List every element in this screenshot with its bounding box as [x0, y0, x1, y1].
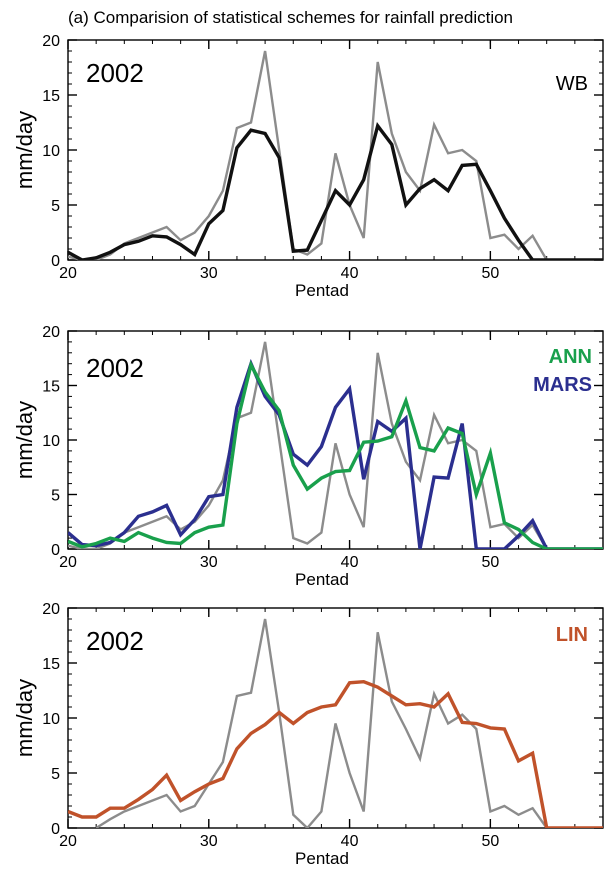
y-tick-label: 5 — [51, 488, 60, 505]
x-tick-label: 40 — [341, 265, 359, 282]
x-tick-label: 20 — [59, 554, 77, 571]
y-tick-label: 10 — [42, 711, 60, 728]
x-tick-label: 30 — [200, 833, 218, 850]
y-tick-label: 0 — [51, 821, 60, 838]
legend-ann: ANN — [549, 346, 592, 368]
year-label: 2002 — [86, 353, 144, 383]
y-tick-label: 20 — [42, 33, 60, 50]
series-line-observed — [68, 341, 548, 549]
panel-wb: 20 30 40 50 0 5 10 15 20 Pentad mm/day 2002 WB — [12, 33, 604, 300]
x-tick-label: 50 — [481, 265, 499, 282]
series-line-observed — [68, 50, 548, 260]
x-tick-label: 40 — [341, 833, 359, 850]
y-tick-label: 5 — [51, 766, 60, 783]
y-tick-label: 15 — [42, 656, 60, 673]
series-line-mars — [68, 358, 603, 549]
y-tick-label: 5 — [51, 198, 60, 215]
x-tick-label: 50 — [481, 554, 499, 571]
x-tick-label: 20 — [59, 833, 77, 850]
y-tick-label: 10 — [42, 143, 60, 160]
series-line-wb — [68, 121, 603, 260]
y-tick-label: 0 — [51, 253, 60, 270]
legend-mars: MARS — [533, 374, 592, 396]
x-axis-label: Pentad — [295, 281, 349, 300]
series-line-ann — [68, 359, 603, 549]
panel-lin: 20 30 40 50 0 5 10 15 20 Pentad mm/day 2002 LIN — [12, 601, 604, 868]
x-axis-label: Pentad — [295, 570, 349, 589]
y-tick-label: 0 — [51, 542, 60, 559]
y-axis-label: mm/day — [12, 679, 37, 757]
plot-frame — [67, 607, 604, 829]
x-tick-label: 30 — [200, 554, 218, 571]
legend-lin: LIN — [556, 624, 588, 646]
panel-ann-mars: 20 30 40 50 0 5 10 15 20 Pentad mm/day 2002 ANN MARS — [12, 324, 604, 589]
legend-wb: WB — [556, 73, 588, 95]
year-label: 2002 — [86, 58, 144, 88]
x-tick-label: 20 — [59, 265, 77, 282]
x-tick-label: 50 — [481, 833, 499, 850]
figure-title: (a) Comparision of statistical schemes f… — [68, 8, 513, 27]
y-tick-label: 20 — [42, 324, 60, 341]
x-tick-label: 30 — [200, 265, 218, 282]
y-tick-label: 15 — [42, 88, 60, 105]
y-tick-label: 20 — [42, 601, 60, 618]
series-line-lin — [68, 679, 603, 828]
x-tick-label: 40 — [341, 554, 359, 571]
y-axis-label: mm/day — [12, 111, 37, 189]
year-label: 2002 — [86, 626, 144, 656]
y-axis-label: mm/day — [12, 401, 37, 479]
plot-frame — [67, 330, 604, 550]
y-tick-label: 10 — [42, 433, 60, 450]
plot-frame — [67, 39, 604, 261]
x-axis-label: Pentad — [295, 849, 349, 868]
y-tick-label: 15 — [42, 379, 60, 396]
